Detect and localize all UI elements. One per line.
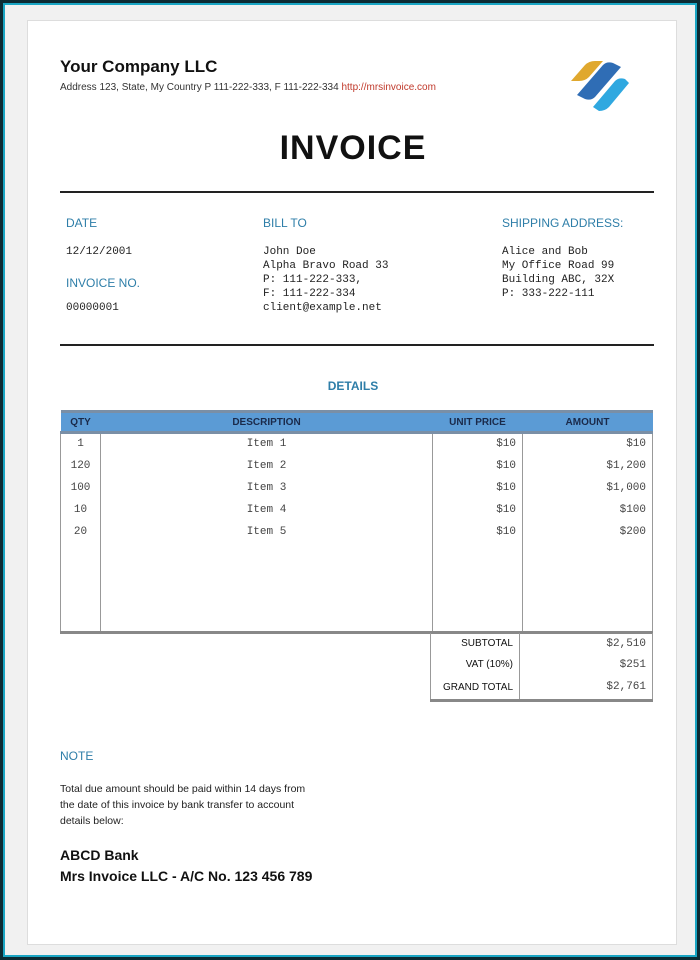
empty-cell [432, 542, 523, 634]
bank-account: Mrs Invoice LLC - A/C No. 123 456 789 [60, 868, 313, 884]
qty-cell: 10 [60, 498, 101, 521]
bank-name: ABCD Bank [60, 847, 139, 863]
company-url[interactable]: http://mrsinvoice.com [341, 82, 436, 93]
address-text: Address 123, State, My Country P 111-222… [60, 82, 339, 93]
col-unit-price: UNIT PRICE [432, 410, 523, 434]
table-row: 1 Item 1 $10 $10 [60, 432, 653, 455]
unit-price-cell: $10 [432, 476, 523, 499]
amount-cell: $200 [522, 520, 653, 543]
window-frame: Your Company LLC Address 123, State, My … [3, 3, 697, 957]
unit-price-cell: $10 [432, 432, 523, 455]
table-row: 100 Item 3 $10 $1,000 [60, 476, 653, 499]
qty-cell: 120 [60, 454, 101, 477]
unit-price-cell: $10 [432, 454, 523, 477]
amount-cell: $10 [522, 432, 653, 455]
qty-cell: 100 [60, 476, 101, 499]
grand-total-value: $2,761 [520, 675, 653, 699]
description-cell: Item 2 [100, 454, 433, 477]
empty-cell [60, 542, 101, 634]
description-cell: Item 5 [100, 520, 433, 543]
company-address: Address 123, State, My Country P 111-222… [60, 82, 436, 93]
bill-to-address: John Doe Alpha Bravo Road 33 P: 111-222-… [263, 246, 389, 314]
invoice-page: Your Company LLC Address 123, State, My … [27, 20, 677, 945]
subtotal-label: SUBTOTAL [430, 633, 520, 654]
amount-cell: $1,200 [522, 454, 653, 477]
date-value: 12/12/2001 [66, 246, 133, 258]
table-row: 120 Item 2 $10 $1,200 [60, 454, 653, 477]
bank-details: ABCD Bank Mrs Invoice LLC - A/C No. 123 … [60, 845, 312, 887]
amount-cell: $1,000 [522, 476, 653, 499]
qty-cell: 20 [60, 520, 101, 543]
table-row: 10 Item 4 $10 $100 [60, 498, 653, 521]
description-cell: Item 1 [100, 432, 433, 455]
description-cell: Item 4 [100, 498, 433, 521]
vat-label: VAT (10%) [430, 654, 520, 675]
unit-price-cell: $10 [432, 520, 523, 543]
description-cell: Item 3 [100, 476, 433, 499]
vat-row: VAT (10%) $251 [430, 654, 653, 675]
col-amount: AMOUNT [522, 410, 653, 434]
shipping-label: SHIPPING ADDRESS: [502, 216, 624, 230]
invoice-no-value: 00000001 [66, 302, 119, 314]
table-row: 20 Item 5 $10 $200 [60, 520, 653, 543]
invoice-title: INVOICE [279, 129, 427, 167]
note-label: NOTE [60, 749, 94, 763]
grand-total-label: GRAND TOTAL [430, 675, 520, 699]
col-description: DESCRIPTION [100, 410, 433, 434]
shipping-address: Alice and Bob My Office Road 99 Building… [502, 246, 615, 300]
col-qty: QTY [60, 410, 101, 434]
amount-cell: $100 [522, 498, 653, 521]
subtotal-row: SUBTOTAL $2,510 [430, 633, 653, 654]
company-name: Your Company LLC [60, 57, 218, 76]
grand-total-row: GRAND TOTAL $2,761 [430, 675, 653, 699]
empty-cell [100, 542, 433, 634]
unit-price-cell: $10 [432, 498, 523, 521]
items-table: QTY DESCRIPTION UNIT PRICE AMOUNT 1 Item … [60, 410, 653, 634]
divider [60, 191, 654, 193]
note-text: Total due amount should be paid within 1… [60, 783, 306, 827]
date-label: DATE [66, 216, 98, 230]
company-logo [563, 51, 633, 116]
table-filler-row [60, 542, 653, 634]
subtotal-value: $2,510 [520, 633, 653, 654]
divider [60, 344, 654, 346]
qty-cell: 1 [60, 432, 101, 455]
details-heading: DETAILS [327, 379, 379, 393]
bill-to-label: BILL TO [263, 216, 307, 230]
invoice-no-label: INVOICE NO. [66, 276, 141, 290]
vat-value: $251 [520, 654, 653, 675]
empty-cell [522, 542, 653, 634]
totals: SUBTOTAL $2,510 VAT (10%) $251 GRAND TOTAL… [430, 633, 653, 702]
